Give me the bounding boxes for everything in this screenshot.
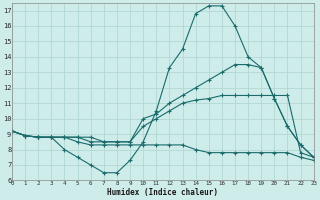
X-axis label: Humidex (Indice chaleur): Humidex (Indice chaleur) bbox=[107, 188, 218, 197]
